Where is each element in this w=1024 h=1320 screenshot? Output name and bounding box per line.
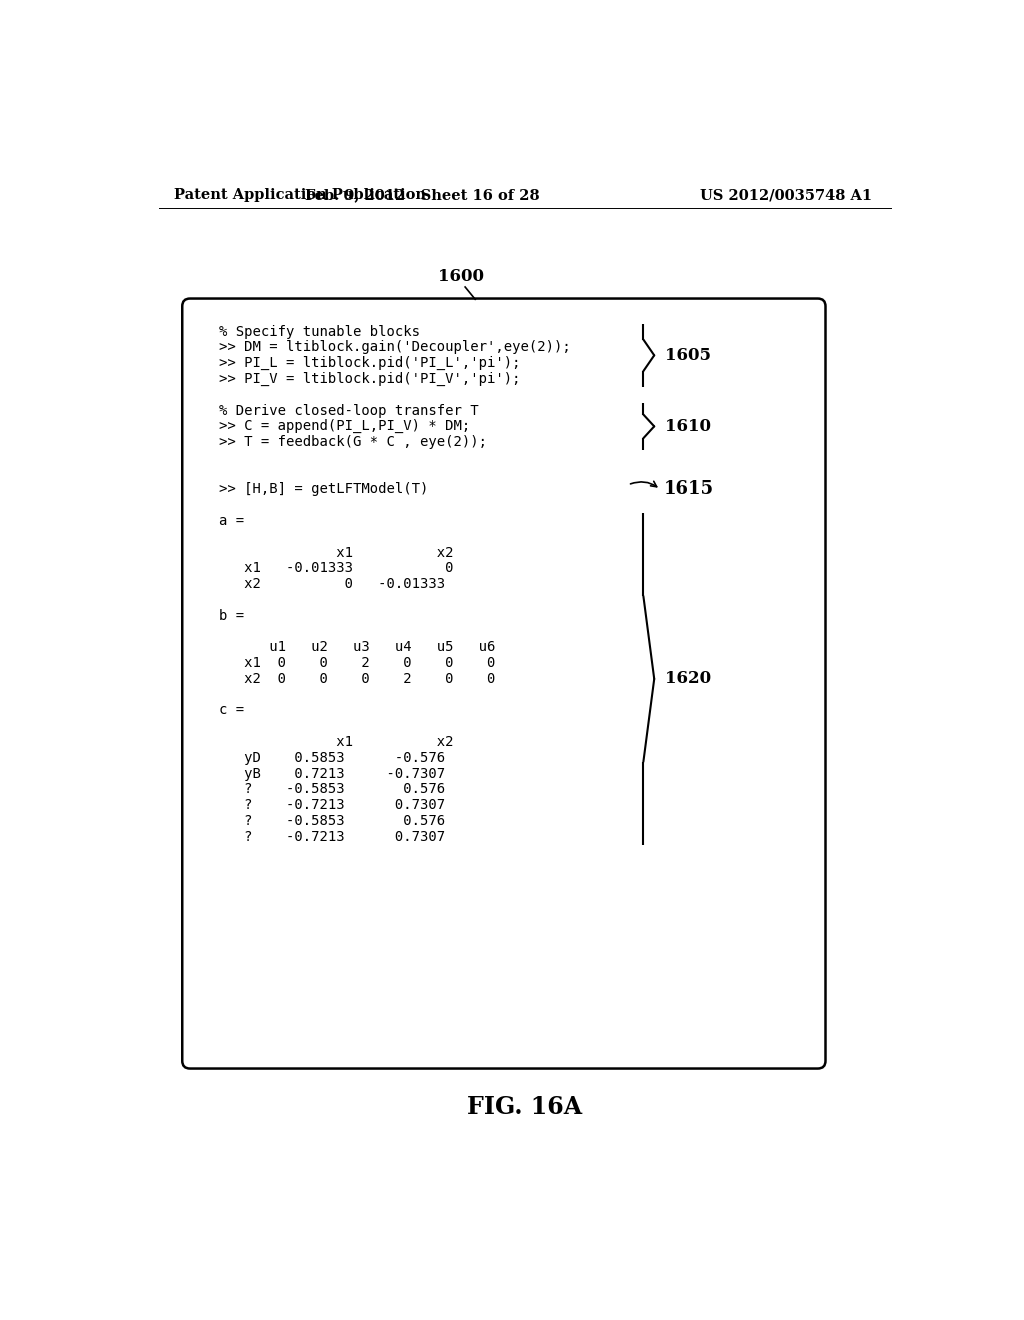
Text: % Specify tunable blocks: % Specify tunable blocks xyxy=(219,325,421,339)
Text: x1   -0.01333           0: x1 -0.01333 0 xyxy=(219,561,454,576)
Text: x1  0    0    2    0    0    0: x1 0 0 2 0 0 0 xyxy=(219,656,496,671)
Text: US 2012/0035748 A1: US 2012/0035748 A1 xyxy=(699,189,872,202)
Text: >> DM = ltiblock.gain('Decoupler',eye(2));: >> DM = ltiblock.gain('Decoupler',eye(2)… xyxy=(219,341,571,355)
Text: ?    -0.7213      0.7307: ? -0.7213 0.7307 xyxy=(219,830,445,843)
Text: % Derive closed-loop transfer T: % Derive closed-loop transfer T xyxy=(219,404,479,417)
Text: 1615: 1615 xyxy=(664,480,714,499)
Text: FIG. 16A: FIG. 16A xyxy=(467,1096,583,1119)
Text: >> [H,B] = getLFTModel(T): >> [H,B] = getLFTModel(T) xyxy=(219,483,429,496)
Text: 1600: 1600 xyxy=(438,268,484,285)
Text: Patent Application Publication: Patent Application Publication xyxy=(174,189,427,202)
FancyBboxPatch shape xyxy=(182,298,825,1069)
Text: yB    0.7213     -0.7307: yB 0.7213 -0.7307 xyxy=(219,767,445,780)
Text: c =: c = xyxy=(219,704,245,718)
Text: ?    -0.5853       0.576: ? -0.5853 0.576 xyxy=(219,814,445,828)
Text: 1605: 1605 xyxy=(665,347,711,364)
Text: a =: a = xyxy=(219,513,245,528)
Text: >> PI_L = ltiblock.pid('PI_L','pi');: >> PI_L = ltiblock.pid('PI_L','pi'); xyxy=(219,356,521,371)
Text: yD    0.5853      -0.576: yD 0.5853 -0.576 xyxy=(219,751,445,764)
Text: b =: b = xyxy=(219,609,245,623)
Text: ?    -0.7213      0.7307: ? -0.7213 0.7307 xyxy=(219,799,445,812)
Text: ?    -0.5853       0.576: ? -0.5853 0.576 xyxy=(219,783,445,796)
Text: x2          0   -0.01333: x2 0 -0.01333 xyxy=(219,577,445,591)
Text: >> T = feedback(G * C , eye(2));: >> T = feedback(G * C , eye(2)); xyxy=(219,436,487,449)
Text: x1          x2: x1 x2 xyxy=(219,735,454,748)
Text: Feb. 9, 2012   Sheet 16 of 28: Feb. 9, 2012 Sheet 16 of 28 xyxy=(305,189,540,202)
Text: x1          x2: x1 x2 xyxy=(219,545,454,560)
Text: 1620: 1620 xyxy=(665,671,712,688)
Text: x2  0    0    0    2    0    0: x2 0 0 0 2 0 0 xyxy=(219,672,496,686)
Text: >> PI_V = ltiblock.pid('PI_V','pi');: >> PI_V = ltiblock.pid('PI_V','pi'); xyxy=(219,372,521,385)
Text: >> C = append(PI_L,PI_V) * DM;: >> C = append(PI_L,PI_V) * DM; xyxy=(219,420,471,433)
Text: u1   u2   u3   u4   u5   u6: u1 u2 u3 u4 u5 u6 xyxy=(219,640,496,655)
Text: 1610: 1610 xyxy=(665,418,711,434)
